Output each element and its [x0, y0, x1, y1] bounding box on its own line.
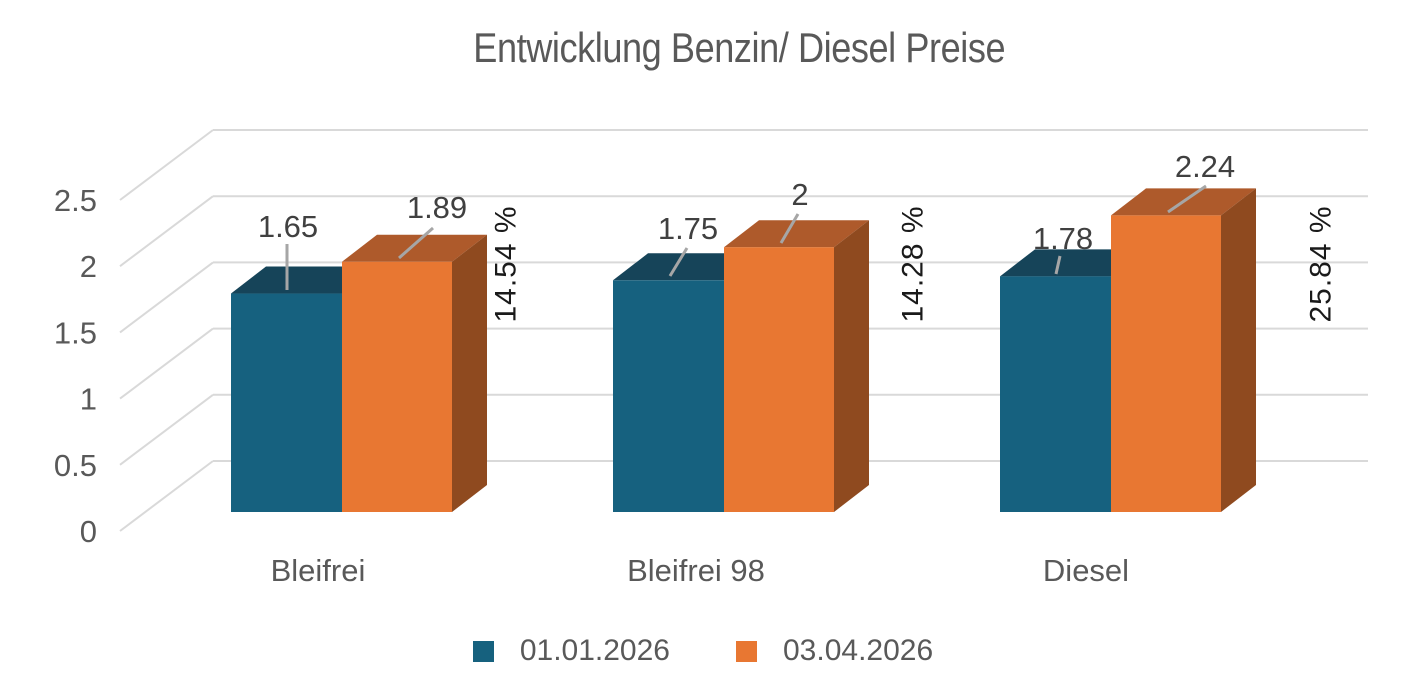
leader-lines	[285, 184, 1207, 290]
pct-change-label: 25.84 %	[1305, 205, 1338, 322]
bars	[231, 188, 1256, 512]
chart-title: Entwicklung Benzin/ Diesel Preise	[383, 24, 1095, 72]
pct-change-label: 14.28 %	[897, 205, 930, 322]
bar-series2-front	[724, 247, 834, 512]
legend-swatch-series1-icon	[472, 640, 494, 662]
gridline-diagonal	[119, 327, 214, 400]
pct-change-label: 14.54 %	[490, 205, 523, 322]
bar-series1-front	[231, 293, 342, 512]
x-axis-category-label: Bleifrei 98	[627, 553, 765, 588]
bar-series1-front	[1000, 276, 1111, 512]
bar-series2-front	[1111, 215, 1221, 512]
legend: 01.01.2026 03.04.2026	[0, 634, 1406, 668]
bar-series2-side	[1221, 188, 1256, 512]
y-axis-tick-label: 0	[80, 514, 97, 549]
bar-series2-top	[724, 220, 869, 248]
y-axis-tick-label: 1	[80, 382, 97, 417]
data-label-leader-line	[1054, 255, 1062, 275]
data-label: 2.24	[1175, 149, 1235, 184]
y-axis-tick-label: 0.5	[54, 448, 97, 483]
bar-series2-side	[452, 234, 487, 512]
legend-label-series2: 03.04.2026	[783, 634, 934, 667]
data-label: 1.78	[1033, 221, 1093, 256]
y-axis-tick-label: 2	[80, 249, 97, 284]
chart-title-text: Entwicklung Benzin/ Diesel Preise	[473, 24, 1005, 71]
gridline-diagonal	[119, 394, 214, 466]
x-axis-category-label: Bleifrei	[271, 553, 366, 588]
bar-series2-front	[342, 261, 452, 512]
legend-label-series1: 01.01.2026	[519, 634, 670, 667]
bar-series1-front	[613, 280, 724, 512]
bar-series1-top	[1000, 249, 1146, 277]
data-label-leader-line	[668, 247, 689, 277]
y-axis-tick-label: 2.5	[54, 183, 97, 218]
legend-swatch-series2-icon	[736, 640, 757, 662]
gridline-diagonal	[119, 195, 214, 267]
gridline-diagonal	[119, 460, 214, 532]
data-label: 2	[791, 177, 808, 212]
bar-series2-top	[342, 234, 487, 262]
gridline-diagonal	[119, 129, 214, 201]
bar-series2-side	[834, 220, 869, 512]
chart-text-labels: 0 0.5 1 1.5 2 2.5 1.65 1.89 1.75 2 1.78 2.24 14.54 %…	[54, 149, 1338, 588]
data-label: 1.75	[658, 211, 718, 246]
bar-series1-top	[231, 266, 377, 294]
data-label: 1.89	[407, 190, 467, 225]
legend-item-series2: 03.04.2026	[736, 634, 933, 668]
x-axis-category-label: Diesel	[1043, 553, 1129, 588]
y-axis-tick-label: 1.5	[54, 315, 97, 350]
data-label: 1.65	[258, 209, 318, 244]
data-label-leader-line	[779, 213, 800, 244]
gridline-diagonal	[119, 261, 214, 334]
bar-series1-top	[613, 253, 759, 281]
data-label-leader-line	[1167, 184, 1207, 214]
data-label-leader-line	[398, 226, 434, 260]
legend-item-series1: 01.01.2026	[472, 634, 670, 668]
